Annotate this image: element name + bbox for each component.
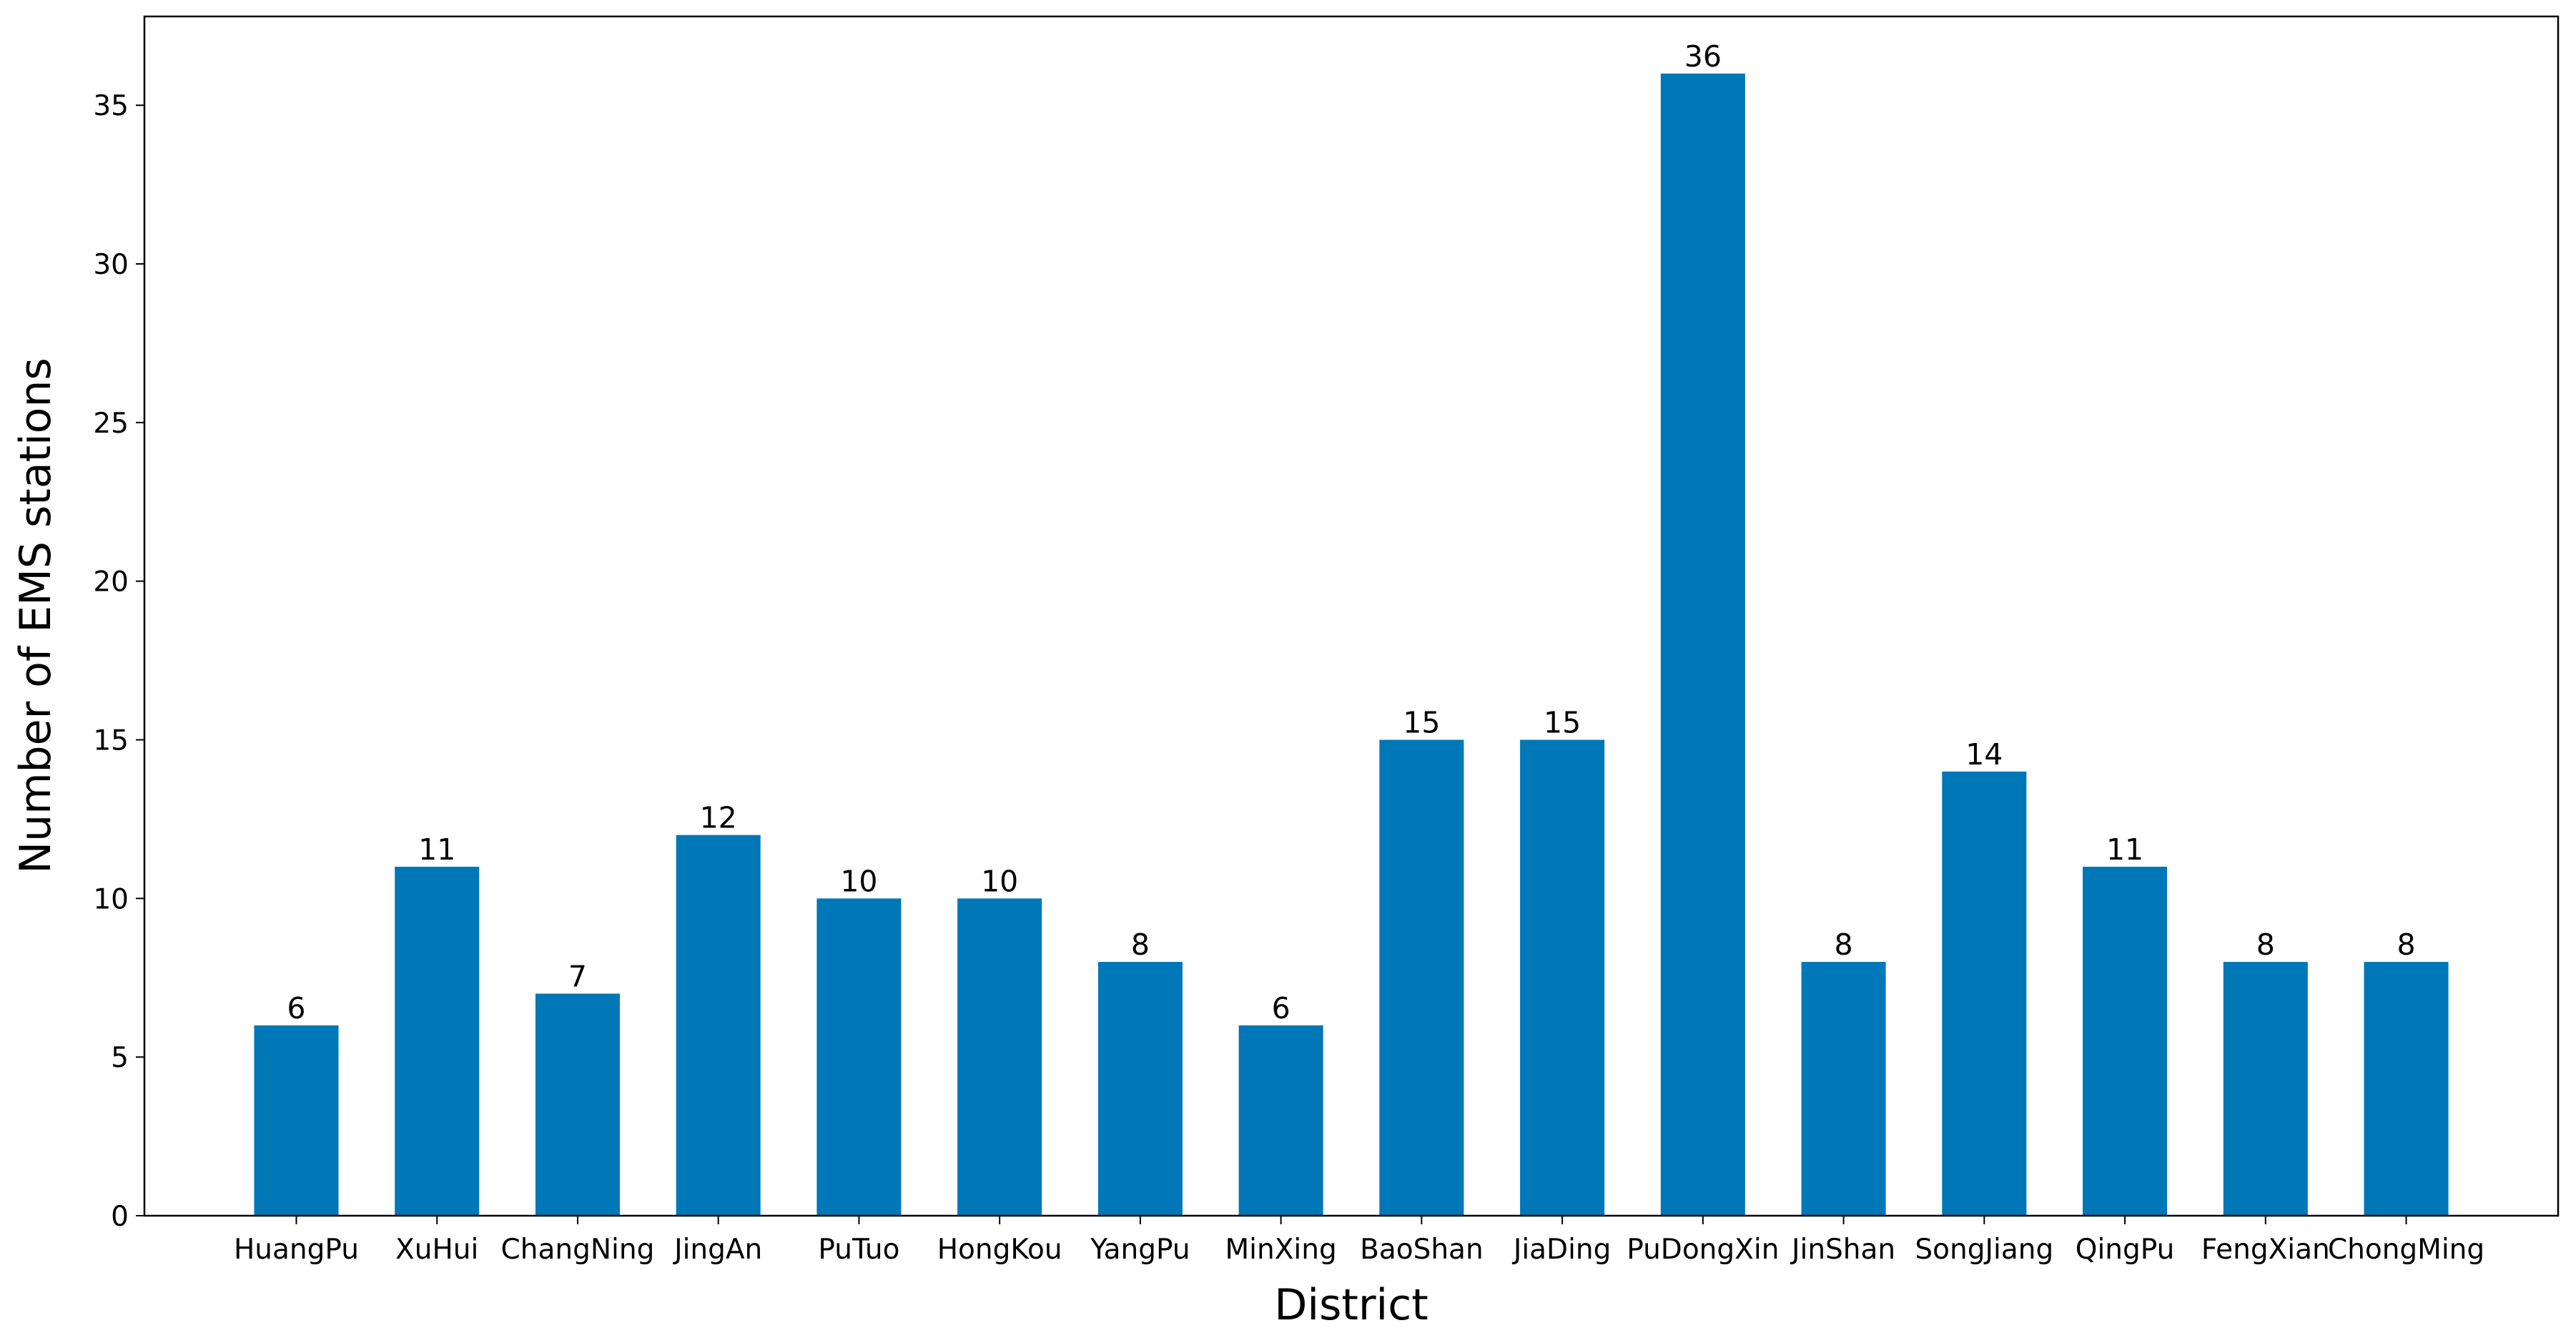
y-tick-label: 20 — [93, 566, 129, 599]
value-label: 15 — [1403, 706, 1440, 740]
x-tick-label: PuDongXin — [1627, 1234, 1779, 1266]
x-tick-label: PuTuo — [818, 1234, 899, 1266]
x-tick-label: BaoShan — [1360, 1234, 1484, 1266]
y-tick-label: 30 — [93, 249, 129, 281]
value-label: 15 — [1544, 706, 1581, 740]
value-label: 12 — [700, 801, 737, 835]
x-tick-label: XuHui — [395, 1234, 478, 1266]
value-label: 8 — [2256, 928, 2275, 962]
x-tick-label: ChongMing — [2328, 1234, 2484, 1266]
x-tick-label: HongKou — [937, 1234, 1062, 1266]
bar — [957, 898, 1042, 1216]
plot-frame — [143, 15, 2560, 1217]
value-label: 10 — [840, 864, 877, 898]
y-tick-label: 25 — [93, 408, 129, 440]
bar — [1238, 1025, 1323, 1216]
bar — [254, 1025, 339, 1216]
x-tick-label: MinXing — [1225, 1234, 1337, 1266]
x-tick-label: ChangNing — [501, 1234, 655, 1266]
x-tick-label: YangPu — [1090, 1234, 1190, 1266]
x-tick-label: HuangPu — [234, 1234, 359, 1266]
value-label: 6 — [287, 991, 305, 1025]
x-axis-label: District — [1274, 1280, 1428, 1330]
x-tick-label: JinShan — [1790, 1234, 1895, 1266]
bar — [2083, 866, 2168, 1216]
x-tick-label: JingAn — [672, 1234, 762, 1266]
bar — [395, 866, 480, 1216]
y-tick-label: 5 — [111, 1042, 129, 1074]
bar — [816, 898, 902, 1216]
bar — [1942, 771, 2027, 1216]
value-label: 11 — [2106, 832, 2143, 867]
y-tick-label: 35 — [93, 90, 129, 122]
bar — [1379, 739, 1464, 1216]
bar — [1520, 739, 1605, 1216]
bar — [2223, 962, 2308, 1216]
x-tick-label: JiaDing — [1511, 1234, 1612, 1266]
x-tick-label: SongJiang — [1915, 1234, 2053, 1266]
bar — [1801, 962, 1886, 1216]
bar — [1660, 73, 1745, 1216]
value-label: 14 — [1965, 737, 2003, 772]
value-label: 7 — [568, 959, 587, 993]
x-tick-label: QingPu — [2076, 1234, 2175, 1266]
y-tick-label: 0 — [111, 1201, 129, 1233]
y-tick-label: 10 — [93, 883, 129, 915]
value-label: 8 — [1835, 928, 1853, 962]
value-label: 8 — [1131, 928, 1150, 962]
value-label: 11 — [418, 832, 455, 867]
y-axis-label: Number of EMS stations — [11, 358, 61, 874]
bar — [2364, 962, 2449, 1216]
bar — [676, 835, 761, 1216]
bar — [535, 993, 620, 1216]
value-label: 10 — [981, 864, 1018, 898]
y-tick-label: 15 — [93, 725, 129, 757]
bar — [1097, 962, 1183, 1216]
value-label: 8 — [2397, 928, 2415, 962]
x-tick-label: FengXian — [2201, 1234, 2330, 1266]
value-label: 36 — [1684, 39, 1722, 74]
value-label: 6 — [1272, 991, 1291, 1025]
